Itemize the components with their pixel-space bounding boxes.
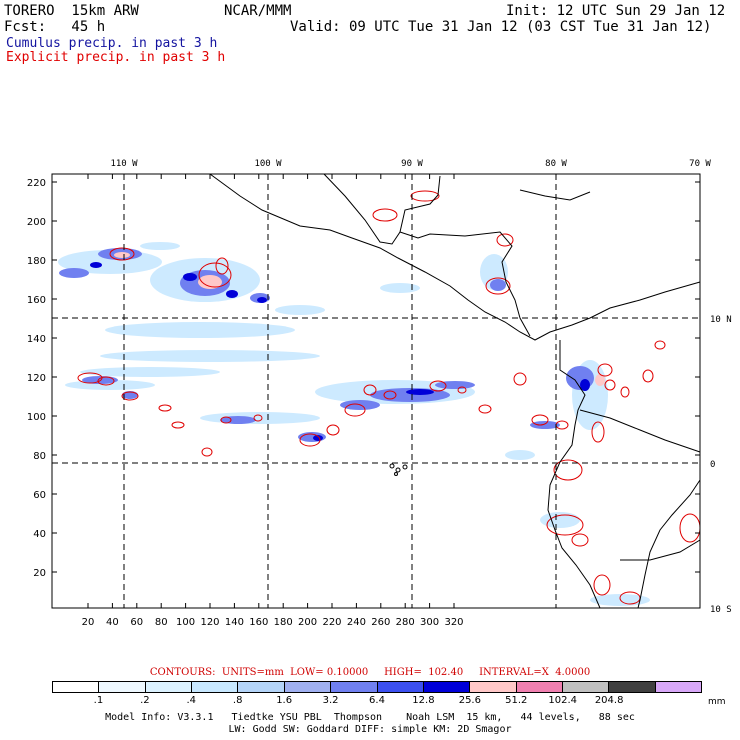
longitude-label: 80 W bbox=[545, 159, 567, 169]
y-tick-label: 160 bbox=[27, 295, 46, 306]
colorbar-label: 102.4 bbox=[548, 695, 578, 706]
x-tick-label: 240 bbox=[347, 617, 366, 628]
colorbar-swatch bbox=[284, 682, 332, 692]
x-tick-label: 260 bbox=[371, 617, 390, 628]
x-tick-label: 320 bbox=[444, 617, 463, 628]
precip-map: 20 40 60 80 100 120 140 160 180 200 220 240 260 280 30… bbox=[27, 159, 732, 628]
explicit-precip-layer bbox=[77, 190, 701, 605]
x-tick-label: 220 bbox=[322, 617, 341, 628]
colorbar-swatch bbox=[423, 682, 471, 692]
explicit-legend: Explicit precip. in past 3 h bbox=[6, 50, 226, 65]
y-tick-label: 40 bbox=[33, 529, 46, 540]
y-tick-label: 140 bbox=[27, 334, 46, 345]
colorbar-swatch bbox=[238, 682, 285, 692]
colorbar-label: 12.8 bbox=[412, 695, 435, 706]
x-tick-label: 100 bbox=[176, 617, 195, 628]
colorbar-label: 204.8 bbox=[594, 695, 624, 706]
map-frame bbox=[51, 173, 701, 609]
colorbar-swatch bbox=[331, 682, 378, 692]
latitude-label: 10 S bbox=[710, 605, 732, 615]
model-info-line1: Model Info: V3.3.1 Tiedtke YSU PBL Thomp… bbox=[105, 712, 635, 723]
x-tick-label: 200 bbox=[298, 617, 317, 628]
x-tick-label: 300 bbox=[420, 617, 439, 628]
y-tick-label: 100 bbox=[27, 412, 46, 423]
longitude-label: 100 W bbox=[254, 159, 282, 169]
x-tick-label: 20 bbox=[82, 617, 95, 628]
colorbar-swatch bbox=[609, 682, 656, 692]
y-tick-label: 220 bbox=[27, 178, 46, 189]
longitude-label: 90 W bbox=[401, 159, 423, 169]
colorbar bbox=[52, 681, 702, 693]
colorbar-label: 1.6 bbox=[276, 695, 293, 706]
model-title: TORERO 15km ARW bbox=[4, 3, 139, 19]
model-info-line2: LW: Godd SW: Goddard DIFF: simple KM: 2D… bbox=[228, 724, 512, 735]
x-tick-label: 40 bbox=[106, 617, 119, 628]
longitude-label: 70 W bbox=[689, 159, 711, 169]
colorbar-swatch bbox=[192, 682, 239, 692]
y-tick-label: 180 bbox=[27, 256, 46, 267]
colorbar-swatch bbox=[377, 682, 424, 692]
coastlines bbox=[209, 173, 701, 609]
x-tick-label: 140 bbox=[225, 617, 244, 628]
colorbar-swatch bbox=[516, 682, 563, 692]
cumulus-legend: Cumulus precip. in past 3 h bbox=[6, 36, 218, 51]
axis-ticks: 20 40 60 80 100 120 140 160 180 200 220 240 260 280 30… bbox=[27, 159, 732, 628]
y-tick-label: 80 bbox=[33, 451, 46, 462]
colorbar-label: 3.2 bbox=[322, 695, 339, 706]
forecast-hour: Fcst: 45 h bbox=[4, 19, 106, 35]
colorbar-label: .8 bbox=[232, 695, 243, 706]
y-tick-label: 60 bbox=[33, 490, 46, 501]
y-tick-label: 200 bbox=[27, 217, 46, 228]
y-tick-label: 20 bbox=[33, 568, 46, 579]
colorbar-swatch bbox=[145, 682, 193, 692]
latitude-label: 10 N bbox=[710, 315, 732, 325]
y-tick-label: 120 bbox=[27, 373, 46, 384]
colorbar-label: .1 bbox=[93, 695, 104, 706]
colorbar-labels: .1 .2 .4 .8 1.6 3.2 6.4 12.8 25.6 51.2 102.4 204.8 bbox=[52, 695, 702, 707]
colorbar-label: .2 bbox=[140, 695, 150, 706]
colorbar-swatch bbox=[53, 682, 100, 692]
colorbar-label: .4 bbox=[186, 695, 197, 706]
colorbar-label: 25.6 bbox=[458, 695, 481, 706]
graticule bbox=[52, 174, 700, 608]
contours-info: CONTOURS: UNITS=mm LOW= 0.10000 HIGH= 10… bbox=[149, 667, 591, 678]
init-time: Init: 12 UTC Sun 29 Jan 12 bbox=[506, 3, 726, 19]
colorbar-swatch bbox=[562, 682, 610, 692]
x-tick-label: 60 bbox=[130, 617, 143, 628]
valid-time: Valid: 09 UTC Tue 31 Jan 12 (03 CST Tue … bbox=[290, 19, 712, 35]
colorbar-swatch bbox=[99, 682, 146, 692]
colorbar-swatch bbox=[470, 682, 517, 692]
latitude-label: 0 bbox=[710, 460, 715, 470]
center-label: NCAR/MMM bbox=[224, 3, 292, 19]
x-tick-label: 80 bbox=[155, 617, 168, 628]
longitude-label: 110 W bbox=[110, 159, 138, 169]
colorbar-swatch bbox=[655, 682, 702, 692]
x-tick-label: 120 bbox=[200, 617, 219, 628]
colorbar-label: 6.4 bbox=[369, 695, 385, 706]
x-tick-label: 180 bbox=[274, 617, 293, 628]
x-tick-label: 160 bbox=[249, 617, 268, 628]
x-tick-label: 280 bbox=[396, 617, 415, 628]
colorbar-label: 51.2 bbox=[505, 695, 528, 706]
colorbar-units: mm bbox=[708, 697, 726, 707]
